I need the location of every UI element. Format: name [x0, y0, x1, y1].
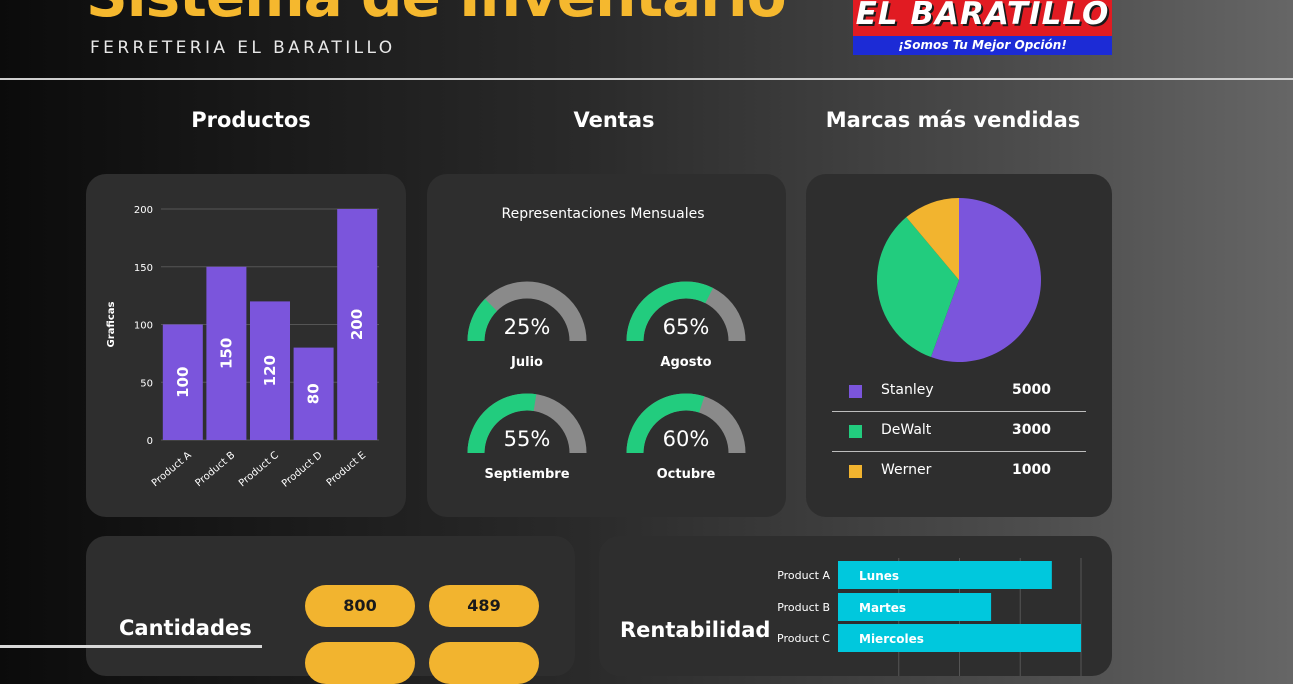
hbar-category-label: Product C	[777, 632, 830, 645]
section-title-productos: Productos	[191, 108, 311, 132]
legend-row: Werner 1000	[832, 452, 1086, 492]
hbar-data-label: Miercoles	[859, 632, 924, 646]
cantidad-pill: 800	[305, 585, 415, 627]
gauge-value: 25%	[504, 315, 551, 339]
pie-slice	[906, 198, 959, 280]
gauge-label: Julio	[510, 355, 543, 370]
gauge-fill	[467, 298, 498, 342]
gauge-value: 55%	[504, 427, 551, 451]
hbar-category-label: Product A	[777, 569, 830, 582]
page-title: Sistema de Inventario	[86, 0, 787, 30]
y-tick-label: 150	[134, 263, 153, 274]
brand-logo: EL BARATILLO ¡Somos Tu Mejor Opción!	[853, 0, 1112, 55]
rentabilidad-bar-chart: Product A Lunes Product B Martes Product C Mi…	[777, 558, 1082, 676]
legend-swatch	[849, 465, 862, 478]
y-tick-label: 0	[147, 436, 153, 447]
gauge-fill	[626, 281, 714, 342]
section-title-ventas: Ventas	[573, 108, 655, 132]
marcas-pie-chart	[877, 198, 1041, 362]
x-tick-label: Product C	[237, 450, 281, 489]
legend-row: DeWalt 3000	[832, 412, 1086, 452]
header-divider	[0, 78, 1293, 80]
y-axis-label: Graficas	[106, 301, 117, 347]
hbar-data-label: Martes	[859, 601, 906, 615]
productos-bar-chart: 0 50 100 150 200 Graficas 100 Product A 150 Produ…	[106, 205, 379, 490]
pie-slice	[930, 198, 1041, 362]
bar	[337, 209, 378, 440]
page-subtitle: FERRETERIA EL BARATILLO	[90, 38, 396, 58]
bar-data-label: 80	[305, 383, 323, 404]
hbar	[838, 624, 1081, 652]
rentabilidad-card: Rentabilidad Product A Lunes Product B Mart…	[599, 536, 1112, 676]
cantidad-pill-partial	[305, 642, 415, 684]
x-tick-label: Product D	[280, 450, 325, 490]
legend-value: 5000	[1012, 382, 1051, 398]
legend-value: 1000	[1012, 462, 1051, 478]
legend-row: Stanley 5000	[832, 372, 1086, 412]
legend-name: DeWalt	[881, 422, 932, 438]
logo-name: EL BARATILLO	[855, 0, 1110, 32]
hbar-data-label: Lunes	[859, 569, 899, 583]
ventas-card: Representaciones Mensuales 25% Julio 65% Ago…	[427, 174, 786, 517]
gauge-label: Octubre	[657, 467, 716, 482]
x-tick-label: Product E	[325, 450, 368, 489]
gauge-label: Septiembre	[484, 467, 569, 482]
hbar	[838, 593, 992, 621]
marcas-card: Stanley 5000 DeWalt 3000 Werner 1000	[806, 174, 1112, 517]
gauge-value: 60%	[663, 427, 710, 451]
x-tick-label: Product A	[150, 450, 194, 489]
gauge-label: Agosto	[660, 355, 711, 370]
y-tick-label: 100	[134, 321, 153, 332]
legend-swatch	[849, 425, 862, 438]
pie-slice	[877, 217, 959, 358]
legend-value: 3000	[1012, 422, 1051, 438]
hbar	[838, 561, 1052, 589]
legend-divider	[832, 411, 1086, 412]
hbar-category-label: Product B	[777, 601, 830, 614]
bar-data-label: 120	[261, 355, 279, 386]
bar	[293, 347, 334, 440]
gauge-chart-title: Representaciones Mensuales	[502, 206, 705, 222]
bar	[206, 266, 247, 440]
legend-name: Werner	[881, 462, 932, 478]
gauge-fill	[626, 393, 705, 454]
bar-data-label: 200	[348, 309, 366, 340]
legend-swatch	[849, 385, 862, 398]
bottom-strip	[0, 645, 262, 648]
x-tick-label: Product B	[193, 450, 237, 489]
bar-data-label: 100	[174, 367, 192, 398]
y-tick-label: 200	[134, 205, 153, 216]
bar	[250, 301, 290, 440]
section-title-marcas: Marcas más vendidas	[825, 108, 1081, 132]
legend-divider	[832, 451, 1086, 452]
logo-tagline: ¡Somos Tu Mejor Opción!	[853, 36, 1112, 55]
cantidades-card: Cantidades 800 489	[86, 536, 575, 684]
cantidad-pill: 489	[429, 585, 539, 627]
ventas-gauge-chart: Representaciones Mensuales 25% Julio 65% Ago…	[467, 206, 746, 482]
y-tick-label: 50	[140, 378, 153, 389]
legend-name: Stanley	[881, 382, 934, 398]
gauge-fill	[467, 393, 537, 454]
rentabilidad-label: Rentabilidad	[620, 618, 771, 642]
bar	[162, 324, 203, 440]
productos-card: 0 50 100 150 200 Graficas 100 Product A 150 Produ…	[86, 174, 406, 517]
bar-data-label: 150	[217, 338, 235, 369]
cantidad-pill-partial	[429, 642, 539, 684]
cantidades-label: Cantidades	[119, 616, 252, 640]
gauge-value: 65%	[663, 315, 710, 339]
